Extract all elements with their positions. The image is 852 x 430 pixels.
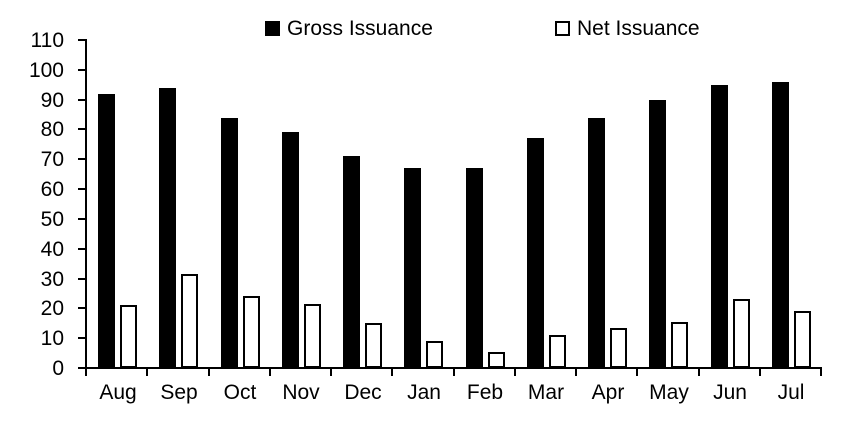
x-axis-label-jul: Jul bbox=[777, 381, 805, 404]
y-axis-tick-label: 90 bbox=[40, 88, 64, 112]
x-axis-label-nov: Nov bbox=[282, 381, 320, 404]
bar-gross-jan bbox=[404, 168, 421, 368]
legend-item-gross-issuance: Gross Issuance bbox=[265, 18, 433, 39]
y-axis-tick-label: 70 bbox=[40, 148, 64, 172]
y-axis-tick bbox=[78, 337, 87, 340]
x-axis-label-sep: Sep bbox=[160, 381, 198, 404]
bar-gross-sep bbox=[159, 88, 176, 368]
bar-net-may bbox=[671, 322, 688, 368]
bar-net-jul bbox=[794, 311, 811, 368]
bar-gross-jun bbox=[711, 85, 728, 368]
bar-net-aug bbox=[120, 305, 137, 368]
bar-gross-mar bbox=[527, 138, 544, 368]
y-axis-tick bbox=[78, 98, 87, 101]
x-axis-label-dec: Dec bbox=[344, 381, 382, 404]
x-axis-label-oct: Oct bbox=[223, 381, 257, 404]
x-axis-tick bbox=[146, 368, 149, 376]
y-axis-tick bbox=[78, 307, 87, 310]
bar-net-nov bbox=[304, 304, 321, 368]
bar-net-feb bbox=[488, 352, 505, 368]
bar-net-jan bbox=[426, 341, 443, 368]
y-axis-tick bbox=[78, 217, 87, 220]
bar-net-mar bbox=[549, 335, 566, 368]
y-axis-tick-label: 10 bbox=[40, 327, 64, 351]
bar-gross-aug bbox=[98, 94, 115, 368]
x-axis-label-jun: Jun bbox=[713, 381, 747, 404]
y-axis-tick-label: 110 bbox=[30, 29, 64, 52]
bar-net-sep bbox=[181, 274, 198, 368]
x-axis-tick bbox=[268, 368, 271, 376]
bar-gross-apr bbox=[588, 118, 605, 368]
bar-net-jun bbox=[733, 299, 750, 368]
x-axis-tick bbox=[820, 368, 822, 376]
x-axis-tick bbox=[330, 368, 332, 376]
x-axis-label-jan: Jan bbox=[407, 381, 441, 404]
x-axis-label-feb: Feb bbox=[466, 381, 504, 404]
y-axis-tick bbox=[78, 68, 87, 71]
y-axis-tick bbox=[78, 128, 87, 131]
x-axis-tick bbox=[758, 368, 761, 376]
x-axis-label-aug: Aug bbox=[99, 381, 137, 404]
y-axis-tick bbox=[78, 158, 87, 161]
bar-gross-jul bbox=[772, 82, 789, 368]
y-axis-tick bbox=[78, 277, 87, 280]
x-axis-tick bbox=[697, 368, 700, 376]
legend-item-net-issuance: Net Issuance bbox=[555, 18, 700, 39]
legend-label-net-issuance: Net Issuance bbox=[577, 17, 700, 40]
y-axis-tick bbox=[78, 247, 87, 250]
y-axis-tick bbox=[78, 39, 87, 41]
legend-label-gross-issuance: Gross Issuance bbox=[287, 17, 433, 40]
bar-gross-dec bbox=[343, 156, 360, 368]
x-axis-label-may: May bbox=[649, 381, 689, 404]
x-axis-tick bbox=[513, 368, 516, 376]
y-axis-tick-label: 100 bbox=[28, 58, 64, 82]
y-axis-tick-label: 60 bbox=[40, 178, 64, 202]
y-axis-tick-label: 0 bbox=[52, 357, 64, 380]
net-issuance-swatch-icon bbox=[555, 21, 570, 36]
x-axis-label-apr: Apr bbox=[591, 381, 625, 404]
x-axis-tick bbox=[391, 368, 394, 376]
x-axis-label-mar: Mar bbox=[527, 381, 565, 404]
y-axis-tick-label: 50 bbox=[40, 207, 64, 231]
bar-net-apr bbox=[610, 328, 627, 368]
y-axis-line bbox=[85, 40, 87, 368]
x-axis-tick bbox=[452, 368, 455, 376]
bar-gross-may bbox=[649, 100, 666, 368]
bar-net-oct bbox=[243, 296, 260, 368]
y-axis-tick-label: 20 bbox=[40, 297, 64, 321]
bar-net-dec bbox=[365, 323, 382, 368]
y-axis-tick bbox=[78, 188, 87, 191]
bar-gross-feb bbox=[466, 168, 483, 368]
y-axis-tick-label: 80 bbox=[40, 118, 64, 142]
y-axis-tick-label: 40 bbox=[40, 237, 64, 261]
y-axis-tick-label: 30 bbox=[40, 267, 64, 291]
gross-issuance-swatch-icon bbox=[265, 21, 280, 36]
x-axis-tick bbox=[636, 368, 639, 376]
x-axis-tick bbox=[85, 368, 87, 376]
x-axis-tick bbox=[207, 368, 210, 376]
x-axis-tick bbox=[575, 368, 577, 376]
bar-gross-oct bbox=[221, 118, 238, 368]
y-axis-tick bbox=[78, 367, 87, 369]
x-axis-line bbox=[78, 367, 822, 369]
bar-gross-nov bbox=[282, 132, 299, 368]
